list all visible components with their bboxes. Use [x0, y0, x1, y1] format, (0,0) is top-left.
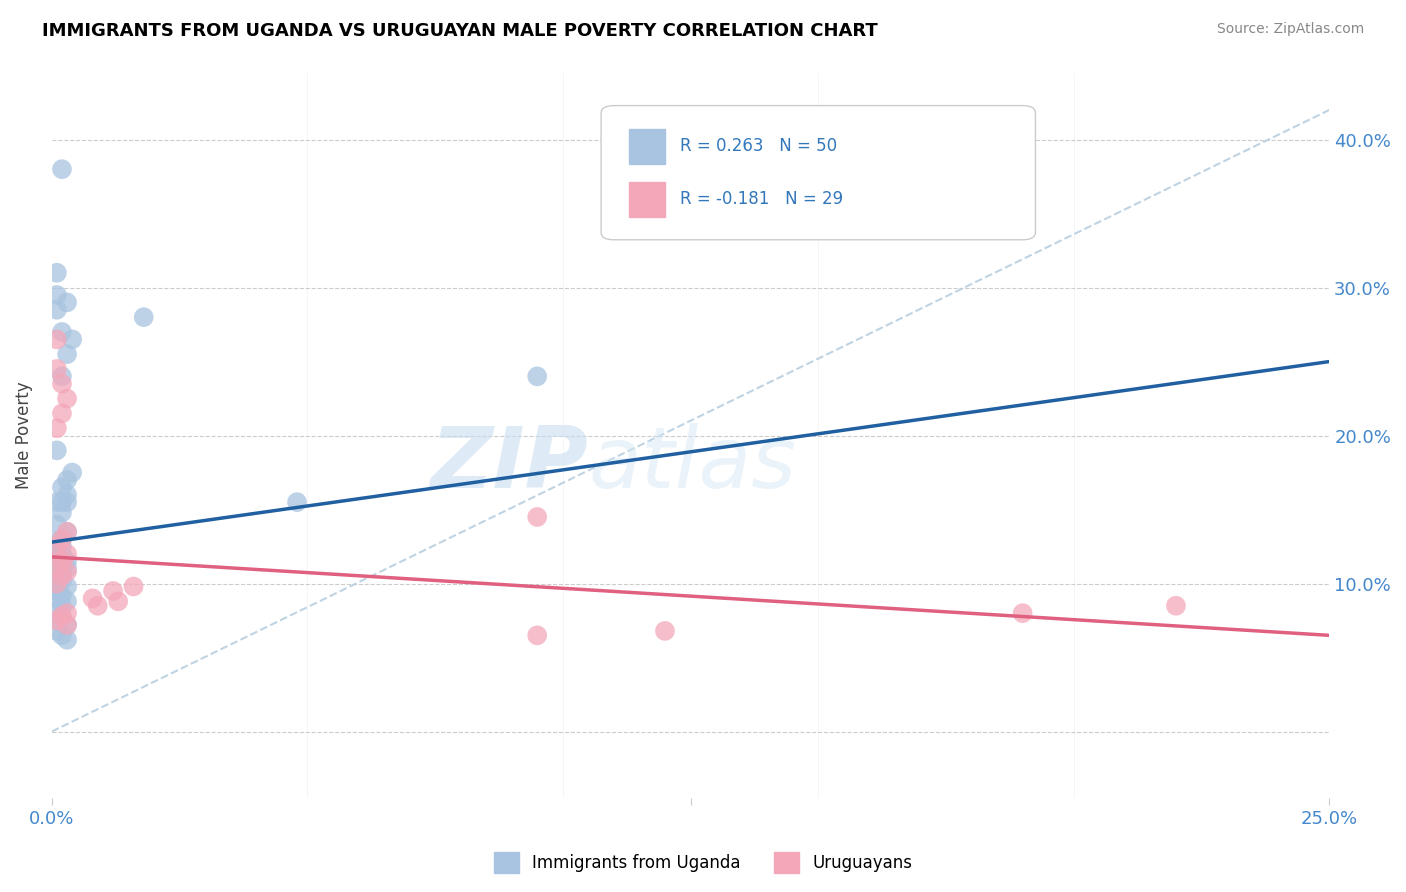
Point [51, 376, 73, 391]
Point [51, 609, 73, 624]
Point [56, 565, 79, 579]
Point [51, 495, 73, 509]
Point [56, 295, 79, 310]
Point [45, 558, 67, 573]
Point [51, 565, 73, 579]
Point [60, 466, 83, 480]
Point [101, 583, 124, 598]
Point [45, 549, 67, 564]
Point [45, 603, 67, 617]
Point [56, 562, 79, 576]
Point [45, 362, 67, 376]
Point [56, 347, 79, 361]
Point [45, 576, 67, 591]
Point [56, 392, 79, 406]
Text: R = 0.263   N = 50: R = 0.263 N = 50 [681, 137, 838, 155]
Point [45, 624, 67, 638]
Point [45, 332, 67, 346]
Point [51, 574, 73, 588]
Point [1164, 599, 1187, 613]
Point [56, 554, 79, 568]
Point [45, 569, 67, 583]
Text: R = -0.181   N = 29: R = -0.181 N = 29 [681, 190, 844, 208]
Point [45, 495, 67, 509]
Point [45, 614, 67, 628]
Point [45, 576, 67, 591]
Point [56, 547, 79, 561]
Point [56, 606, 79, 620]
Point [56, 618, 79, 632]
Point [122, 580, 145, 594]
Text: atlas: atlas [588, 423, 796, 506]
Point [45, 288, 67, 302]
Point [51, 506, 73, 520]
Point [51, 554, 73, 568]
Point [526, 628, 548, 642]
Point [87, 599, 110, 613]
Point [56, 580, 79, 594]
Point [45, 614, 67, 628]
Point [51, 532, 73, 546]
Point [56, 488, 79, 502]
Point [51, 532, 73, 546]
Point [45, 421, 67, 435]
Point [45, 266, 67, 280]
Point [56, 524, 79, 539]
Point [56, 495, 79, 509]
Point [82, 591, 104, 606]
Point [45, 591, 67, 606]
Point [51, 369, 73, 384]
Point [56, 632, 79, 647]
Point [132, 310, 155, 325]
Point [45, 302, 67, 317]
Point [51, 609, 73, 624]
Bar [630, 128, 665, 163]
Point [51, 325, 73, 339]
Point [56, 618, 79, 632]
Point [45, 544, 67, 558]
Point [45, 558, 67, 573]
Point [45, 540, 67, 554]
Point [51, 540, 73, 554]
Point [526, 369, 548, 384]
Text: IMMIGRANTS FROM UGANDA VS URUGUAYAN MALE POVERTY CORRELATION CHART: IMMIGRANTS FROM UGANDA VS URUGUAYAN MALE… [42, 22, 877, 40]
Point [51, 480, 73, 494]
Point [45, 535, 67, 549]
Point [51, 162, 73, 177]
Point [526, 510, 548, 524]
Point [51, 569, 73, 583]
Point [60, 332, 83, 346]
Point [51, 554, 73, 568]
Legend: Immigrants from Uganda, Uruguayans: Immigrants from Uganda, Uruguayans [486, 846, 920, 880]
Point [51, 599, 73, 613]
Point [56, 594, 79, 608]
Point [45, 443, 67, 458]
Point [51, 406, 73, 420]
Point [51, 588, 73, 602]
FancyBboxPatch shape [602, 105, 1035, 240]
Bar [630, 182, 665, 217]
Point [56, 524, 79, 539]
Point [1011, 606, 1033, 620]
Point [285, 495, 308, 509]
Text: Source: ZipAtlas.com: Source: ZipAtlas.com [1216, 22, 1364, 37]
Point [45, 583, 67, 598]
Y-axis label: Male Poverty: Male Poverty [15, 382, 32, 490]
Point [51, 547, 73, 561]
Point [45, 517, 67, 532]
Point [56, 473, 79, 487]
Text: ZIP: ZIP [430, 423, 588, 506]
Point [654, 624, 676, 638]
Point [51, 628, 73, 642]
Point [107, 594, 129, 608]
